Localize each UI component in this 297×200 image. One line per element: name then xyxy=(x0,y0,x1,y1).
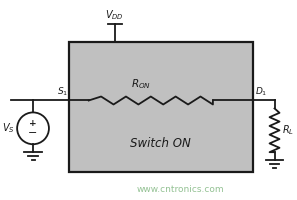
Text: −: − xyxy=(28,128,38,138)
Text: $S_1$: $S_1$ xyxy=(57,85,68,98)
Text: $D_1$: $D_1$ xyxy=(255,85,267,98)
Text: $R_L$: $R_L$ xyxy=(282,123,295,137)
Circle shape xyxy=(17,112,49,144)
Text: Switch ON: Switch ON xyxy=(130,137,191,150)
Text: $V_{DD}$: $V_{DD}$ xyxy=(105,9,124,22)
Text: $R_{ON}$: $R_{ON}$ xyxy=(131,77,151,91)
Text: $V_S$: $V_S$ xyxy=(2,121,15,135)
Text: +: + xyxy=(29,119,37,128)
Bar xyxy=(69,42,253,172)
Text: www.cntronics.com: www.cntronics.com xyxy=(136,185,224,194)
